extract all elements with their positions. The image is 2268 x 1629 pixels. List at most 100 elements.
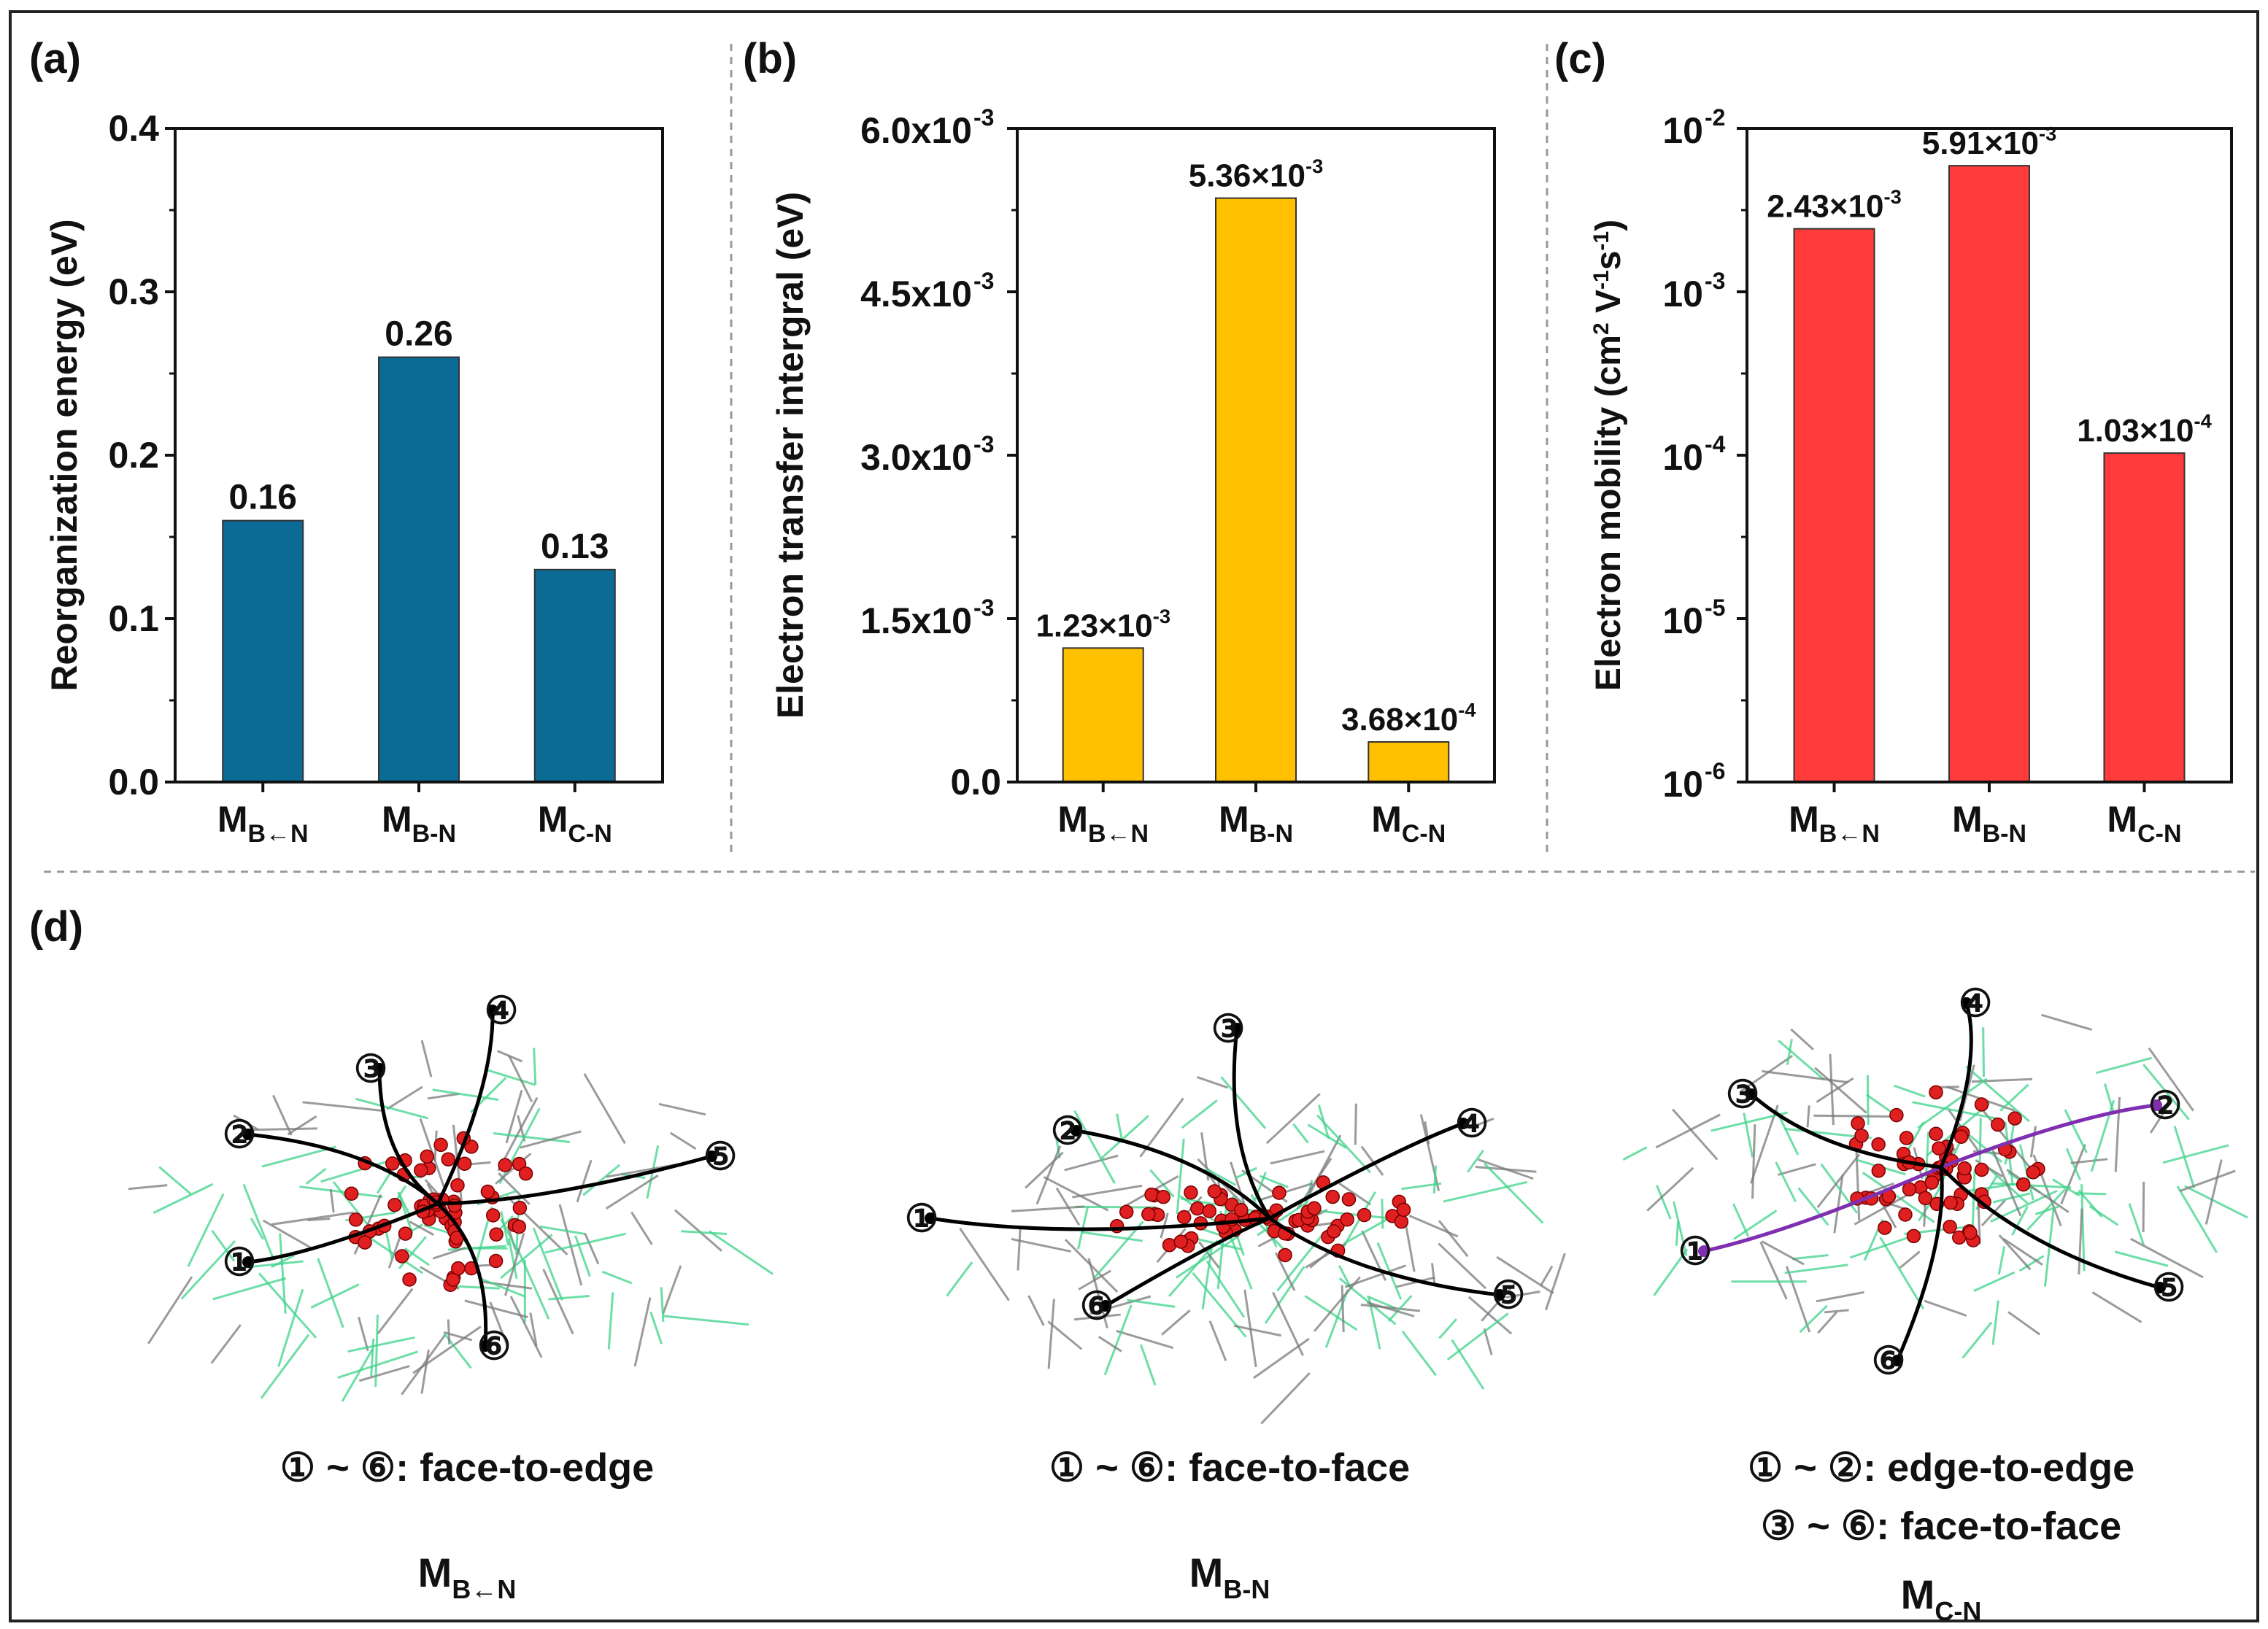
- value-label-3-exponent: -4: [2194, 410, 2212, 433]
- network-stick: [1197, 1076, 1229, 1089]
- network-stick: [2176, 1185, 2218, 1253]
- pathway-marker-6: ⑥: [1080, 1285, 1114, 1328]
- y-tick-label: 10: [1662, 274, 1703, 314]
- value-label-2-exponent: -3: [2039, 123, 2056, 145]
- network-stick: [1260, 1182, 1313, 1202]
- network-stick: [1673, 1201, 1688, 1256]
- network-stick: [1790, 1028, 1815, 1050]
- network-stick: [2002, 1237, 2043, 1266]
- network-stick: [1438, 1318, 1458, 1339]
- structure-mbn: ① ② ③ ④ ⑤ ⑥ ① ~ ⑥: face-to-face MB-N: [905, 1008, 1566, 1604]
- structure-name: MB←N: [418, 1549, 517, 1604]
- arrow-head-4: [1961, 997, 1972, 1009]
- network-stick: [427, 1092, 460, 1100]
- y-tick-label: 0.0: [950, 762, 1001, 802]
- network-stick: [946, 1261, 973, 1297]
- hopping-arrow-3: [1232, 1028, 1272, 1220]
- y-tick-label: 10: [1662, 437, 1703, 478]
- network-stick: [305, 1167, 327, 1185]
- arrow-head-3: [1746, 1088, 1757, 1100]
- network-stick: [2011, 1206, 2029, 1236]
- network-stick: [386, 1086, 423, 1110]
- network-stick: [607, 1292, 614, 1350]
- network-stick: [1483, 1328, 1493, 1355]
- atom: [1854, 1128, 1869, 1143]
- network-stick: [387, 1235, 402, 1269]
- network-stick: [432, 1088, 499, 1102]
- network-stick: [464, 1299, 528, 1319]
- network-stick: [1646, 1166, 1694, 1212]
- network-stick: [1054, 1132, 1061, 1158]
- hopping-arrow-6: [436, 1202, 488, 1347]
- atom: [402, 1272, 417, 1287]
- arrow-head-3: [374, 1063, 385, 1075]
- network-stick: [2162, 1144, 2229, 1164]
- atom: [1974, 1097, 1989, 1112]
- network-stick: [1505, 1290, 1540, 1299]
- network-stick: [2075, 1192, 2107, 1196]
- network-stick: [1387, 1295, 1413, 1322]
- network-stick: [500, 1218, 519, 1253]
- atom: [488, 1253, 504, 1269]
- network-stick: [1446, 1312, 1509, 1361]
- value-label-1-exponent: -3: [1884, 185, 1902, 208]
- atom: [1141, 1207, 1156, 1222]
- network-stick: [355, 1097, 428, 1120]
- network-stick: [1998, 1234, 2032, 1271]
- network-stick: [1314, 1276, 1361, 1332]
- arrow-head-1: [242, 1256, 254, 1268]
- network-stick: [489, 1301, 509, 1348]
- network-stick: [509, 1296, 543, 1358]
- y-tick-label-base: 10: [1662, 437, 1703, 478]
- atom: [447, 1198, 462, 1213]
- network-stick: [1432, 1165, 1438, 1194]
- atom: [1173, 1234, 1188, 1249]
- atom: [2026, 1165, 2041, 1180]
- network-stick: [1855, 1140, 1861, 1220]
- network-stick: [1710, 1111, 1789, 1132]
- y-tick-label: 3.0x10: [860, 437, 972, 478]
- network-stick: [1176, 1235, 1240, 1279]
- network-stick: [409, 1220, 434, 1236]
- network-stick: [370, 1338, 375, 1377]
- x-tick-label-1: MB←N: [217, 799, 309, 848]
- x-tick-label-1-sub: B←N: [1088, 820, 1149, 848]
- network-stick: [548, 1294, 590, 1301]
- atom: [1924, 1175, 1940, 1190]
- y-tick-label: 0.0: [108, 762, 159, 802]
- atom: [480, 1184, 495, 1199]
- y-tick-label-exp: -6: [1705, 758, 1725, 784]
- network-stick: [486, 1068, 536, 1086]
- arrow-head-4: [1457, 1118, 1469, 1129]
- network-stick: [1816, 1153, 1861, 1209]
- network-stick: [532, 1227, 563, 1301]
- value-label-2-exponent: -3: [1305, 155, 1323, 177]
- network-stick: [1072, 1184, 1143, 1199]
- network-stick: [337, 1350, 419, 1379]
- network-stick: [1098, 1336, 1122, 1353]
- network-stick: [959, 1227, 1010, 1301]
- network-stick: [1265, 1093, 1321, 1145]
- network-stick: [1749, 1104, 1779, 1184]
- network-stick: [2096, 1056, 2152, 1075]
- network-stick: [1991, 1149, 2022, 1217]
- chart-electron-mobility: 10-610-510-410-310 -2MB←N MB-N MC-N2.43×10-…: [1589, 104, 2233, 848]
- atom: [1156, 1189, 1170, 1204]
- x-tick-label-1-main: M: [1057, 799, 1088, 840]
- hopping-arrow-1: [930, 1216, 1270, 1231]
- network-stick: [302, 1101, 385, 1113]
- y-tick-label-base: 10: [1662, 110, 1703, 151]
- y-tick-label-exp: -3: [973, 104, 994, 131]
- bar-2-2: [1215, 197, 1297, 783]
- atom: [1929, 1126, 1943, 1141]
- y-axis-label-sup3: -1: [1589, 231, 1613, 251]
- network-stick: [574, 1235, 591, 1277]
- network-stick: [583, 1073, 626, 1145]
- network-stick: [1761, 1240, 1805, 1266]
- atom: [489, 1227, 504, 1242]
- structure-mbn-arrow: ① ② ③ ④ ⑤ ⑥ ① ~ ⑥: face-to-edge MB←N: [128, 990, 774, 1604]
- network-stick: [1220, 1076, 1267, 1129]
- network-stick: [1743, 1113, 1754, 1158]
- hopping-arrow-5: [437, 1154, 712, 1206]
